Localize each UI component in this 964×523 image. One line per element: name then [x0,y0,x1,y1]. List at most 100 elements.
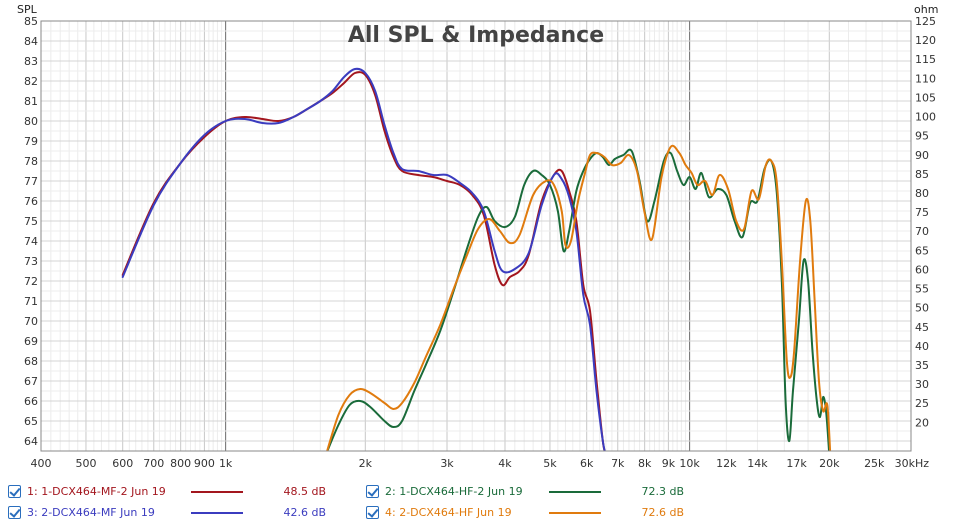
x-tick-label: 2k [359,457,373,470]
y-tick-label: 66 [24,395,38,408]
x-tick-label: 1k [219,457,233,470]
y-tick-label: 83 [24,55,38,68]
legend-value-1: 48.5 dB [283,485,326,498]
y-tick-label: 65 [24,415,38,428]
y2-tick-label: 115 [915,53,936,66]
y-tick-label: 84 [24,35,38,48]
y-tick-label: 67 [24,375,38,388]
x-tick-label: 500 [75,457,96,470]
x-tick-label: 14k [747,457,768,470]
y2-axis-label: ohm [914,3,938,16]
legend-label-2: 2: 1-DCX464-HF-2 Jun 19 [385,484,523,498]
x-tick-label: 5k [543,457,557,470]
y-axis-label: SPL [17,3,38,16]
y-axis-right: 20 25 30 35 40 45 50 55 60 65 70 75 80 85 90 95 100 105 11… [915,15,936,429]
y2-tick-label: 30 [915,378,929,391]
legend-swatch-1 [191,491,243,493]
series-line-4 [326,144,832,451]
legend-swatch-3 [191,512,243,514]
legend-swatch-2 [549,491,601,493]
x-tick-label: 900 [194,457,215,470]
y-axis-left: 64 65 66 67 68 69 70 71 72 73 74 75 76 77 78 79 80 81 82 83… [24,15,38,448]
y2-tick-label: 120 [915,34,936,47]
y2-tick-label: 35 [915,359,929,372]
y2-tick-label: 125 [915,15,936,28]
x-axis: 400 500 600 700 800 900 1k 2k 3k 4k 5k 6k 7k 8k 9k 10k 1… [31,457,930,470]
x-tick-label: 12k [716,457,737,470]
y2-tick-label: 105 [915,91,936,104]
y-tick-label: 71 [24,295,38,308]
chart-title: All SPL & Impedance [348,23,604,48]
series-line-1 [121,71,606,451]
y2-tick-label: 95 [915,130,929,143]
y2-tick-label: 80 [915,187,929,200]
legend-item-3[interactable]: 3: 2-DCX464-MF Jun 19 [8,502,155,522]
x-tick-label: 700 [143,457,164,470]
legend-item-4[interactable]: 4: 2-DCX464-HF Jun 19 [366,502,512,522]
x-tick-label: 4k [498,457,512,470]
x-tick-label: 600 [112,457,133,470]
legend-swatch-4 [549,512,601,514]
y-tick-label: 64 [24,435,38,448]
legend-item-1[interactable]: 1: 1-DCX464-MF-2 Jun 19 [8,481,166,501]
y-tick-label: 69 [24,335,38,348]
x-tick-label: 30kHz [895,457,930,470]
grid [41,20,911,452]
y-tick-label: 76 [24,195,38,208]
y2-tick-label: 85 [915,168,929,181]
y2-tick-label: 75 [915,206,929,219]
legend-label-1: 1: 1-DCX464-MF-2 Jun 19 [27,484,166,498]
x-tick-label: 10k [679,457,700,470]
y2-tick-label: 40 [915,340,929,353]
y2-tick-label: 65 [915,244,929,257]
legend-label-4: 4: 2-DCX464-HF Jun 19 [385,505,512,519]
y-tick-label: 73 [24,255,38,268]
y-tick-label: 81 [24,95,38,108]
y-tick-label: 68 [24,355,38,368]
y2-tick-label: 50 [915,302,929,315]
y-tick-label: 74 [24,235,38,248]
series-lines [121,67,832,451]
x-tick-label: 25k [864,457,885,470]
x-tick-label: 6k [580,457,594,470]
y2-tick-label: 25 [915,397,929,410]
legend-item-2[interactable]: 2: 1-DCX464-HF-2 Jun 19 [366,481,523,501]
y-tick-label: 82 [24,75,38,88]
y2-tick-label: 90 [915,149,929,162]
x-tick-label: 7k [611,457,625,470]
legend-checkbox-4[interactable] [366,505,379,519]
x-tick-label: 20k [819,457,840,470]
x-tick-label: 9k [662,457,676,470]
plot-frame [40,20,912,452]
x-tick-label: 17k [786,457,807,470]
y2-tick-label: 45 [915,321,929,334]
y-tick-label: 70 [24,315,38,328]
y2-tick-label: 20 [915,416,929,429]
legend-value-4: 72.6 dB [641,506,684,519]
y2-tick-label: 100 [915,111,936,124]
y-tick-label: 77 [24,175,38,188]
y-tick-label: 79 [24,135,38,148]
x-tick-label: 800 [170,457,191,470]
y2-tick-label: 70 [915,225,929,238]
legend-value-3: 42.6 dB [283,506,326,519]
y2-tick-label: 55 [915,283,929,296]
x-tick-label: 3k [440,457,454,470]
x-tick-label: 400 [31,457,52,470]
series-line-3 [121,67,606,451]
y-tick-label: 75 [24,215,38,228]
legend-label-3: 3: 2-DCX464-MF Jun 19 [27,505,155,519]
legend-checkbox-1[interactable] [8,484,21,498]
y2-tick-label: 110 [915,72,936,85]
x-tick-label: 8k [638,457,652,470]
y2-tick-label: 60 [915,263,929,276]
legend: 1: 1-DCX464-MF-2 Jun 19 48.5 dB 2: 1-DCX… [0,478,964,523]
legend-checkbox-3[interactable] [8,505,21,519]
legend-checkbox-2[interactable] [366,484,379,498]
legend-value-2: 72.3 dB [641,485,684,498]
y-tick-label: 85 [24,15,38,28]
y-tick-label: 72 [24,275,38,288]
y-tick-label: 78 [24,155,38,168]
y-tick-label: 80 [24,115,38,128]
